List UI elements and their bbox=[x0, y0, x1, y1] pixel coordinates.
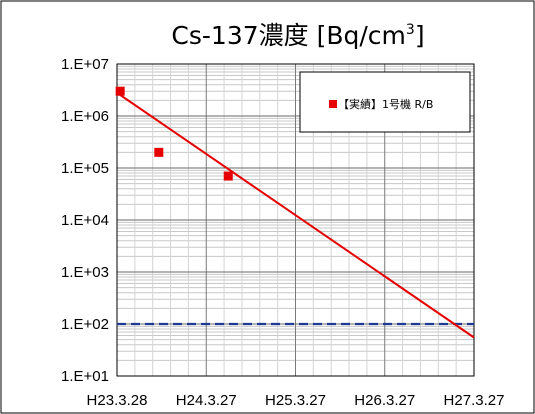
x-tick-label: H24.3.27 bbox=[176, 392, 237, 409]
y-tick-label: 1.E+02 bbox=[61, 316, 109, 333]
legend: 【実績】1号機 R/B bbox=[299, 71, 471, 133]
chart-title-main: Cs-137濃度 [Bq/cm bbox=[171, 21, 405, 50]
chart-title-end: ] bbox=[415, 21, 425, 50]
chart-title: Cs-137濃度 [Bq/cm3] bbox=[171, 21, 424, 50]
x-tick-label: H26.3.27 bbox=[354, 392, 415, 409]
data-point bbox=[223, 171, 233, 181]
y-tick-label: 1.E+03 bbox=[61, 264, 109, 281]
trend-line-layer bbox=[116, 91, 475, 339]
trend-line bbox=[116, 91, 475, 339]
x-tick-label: H27.3.27 bbox=[444, 392, 505, 409]
legend-box bbox=[299, 71, 471, 133]
x-tick-labels: H23.3.28 H24.3.27 H25.3.27 H26.3.27 H27.3.27 bbox=[87, 392, 505, 409]
legend-label: 【実績】1号機 R/B bbox=[338, 97, 433, 111]
plot-border bbox=[116, 63, 475, 377]
legend-marker bbox=[329, 100, 337, 108]
y-tick-label: 1.E+07 bbox=[61, 56, 109, 73]
x-tick-label: H25.3.27 bbox=[265, 392, 326, 409]
data-point bbox=[115, 86, 125, 96]
y-tick-label: 1.E+05 bbox=[61, 160, 109, 177]
y-tick-label: 1.E+01 bbox=[61, 368, 109, 385]
x-tick-label: H23.3.28 bbox=[87, 392, 148, 409]
y-tick-labels: 1.E+01 1.E+02 1.E+03 1.E+04 1.E+05 1.E+06 1.E+… bbox=[61, 56, 109, 385]
y-tick-label: 1.E+06 bbox=[61, 108, 109, 125]
y-tick-label: 1.E+04 bbox=[61, 212, 109, 229]
chart-title-superscript: 3 bbox=[406, 22, 415, 38]
data-point bbox=[154, 147, 164, 157]
data-points-layer bbox=[115, 86, 233, 181]
